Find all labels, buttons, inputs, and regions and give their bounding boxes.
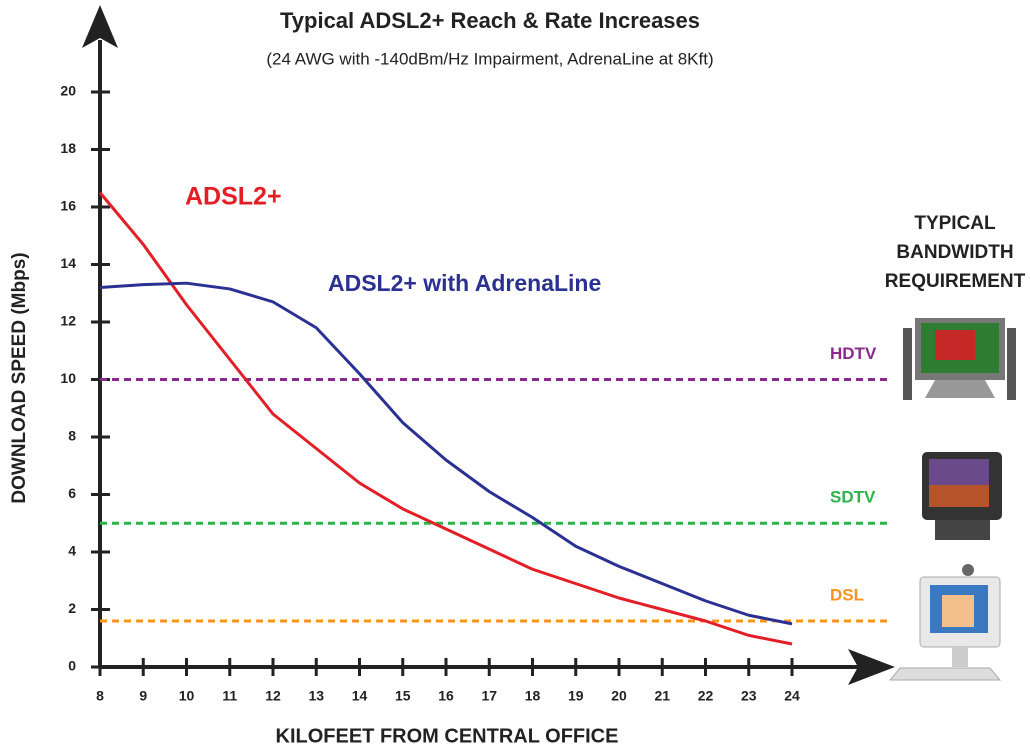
x-tick-label: 20 (611, 688, 627, 704)
x-tick-label: 18 (525, 688, 541, 704)
hdtv-icon (903, 318, 1016, 400)
series-label: ADSL2+ (185, 183, 282, 211)
y-tick-label: 16 (60, 198, 76, 214)
x-tick-label: 23 (741, 688, 757, 704)
y-tick-label: 2 (68, 600, 76, 616)
x-tick-label: 14 (352, 688, 368, 704)
y-axis-arrow (82, 5, 118, 48)
y-tick-label: 12 (60, 313, 76, 329)
y-tick-label: 8 (68, 428, 76, 444)
x-tick-label: 21 (654, 688, 670, 704)
chart-title: Typical ADSL2+ Reach & Rate Increases (280, 8, 700, 33)
sdtv-icon (922, 452, 1002, 540)
x-tick-label: 10 (179, 688, 195, 704)
computer-icon (888, 564, 1002, 681)
series-line (99, 281, 793, 626)
x-tick-label: 17 (481, 688, 497, 704)
x-tick-label: 15 (395, 688, 411, 704)
series-line (98, 191, 793, 646)
x-tick-label: 11 (222, 688, 237, 704)
requirement-heading: TYPICAL (914, 213, 996, 234)
requirement-heading: BANDWIDTH (896, 242, 1013, 263)
x-tick-label: 12 (265, 688, 281, 704)
x-axis-label: KILOFEET FROM CENTRAL OFFICE (276, 725, 619, 747)
y-tick-label: 6 (68, 485, 76, 501)
x-tick-label: 8 (96, 688, 104, 704)
x-tick-label: 19 (568, 688, 584, 704)
reference-label: HDTV (830, 344, 877, 363)
x-tick-label: 22 (698, 688, 714, 704)
series-label: ADSL2+ with AdrenaLine (328, 270, 601, 296)
x-tick-label: 13 (308, 688, 324, 704)
y-tick-label: 20 (60, 83, 76, 99)
reference-label: SDTV (830, 488, 876, 507)
y-axis-label: DOWNLOAD SPEED (Mbps) (9, 252, 30, 503)
y-tick-label: 4 (68, 543, 76, 559)
y-tick-label: 18 (60, 140, 76, 156)
x-tick-label: 9 (139, 688, 147, 704)
x-tick-label: 24 (784, 688, 800, 704)
chart-subtitle: (24 AWG with -140dBm/Hz Impairment, Adre… (266, 49, 713, 68)
y-tick-label: 14 (60, 255, 76, 271)
x-tick-label: 16 (438, 688, 454, 704)
x-axis-arrow (848, 649, 895, 685)
reference-label: DSL (830, 585, 864, 604)
y-tick-label: 10 (60, 370, 76, 386)
requirement-heading: REQUIREMENT (885, 271, 1026, 292)
y-tick-label: 0 (68, 658, 76, 674)
